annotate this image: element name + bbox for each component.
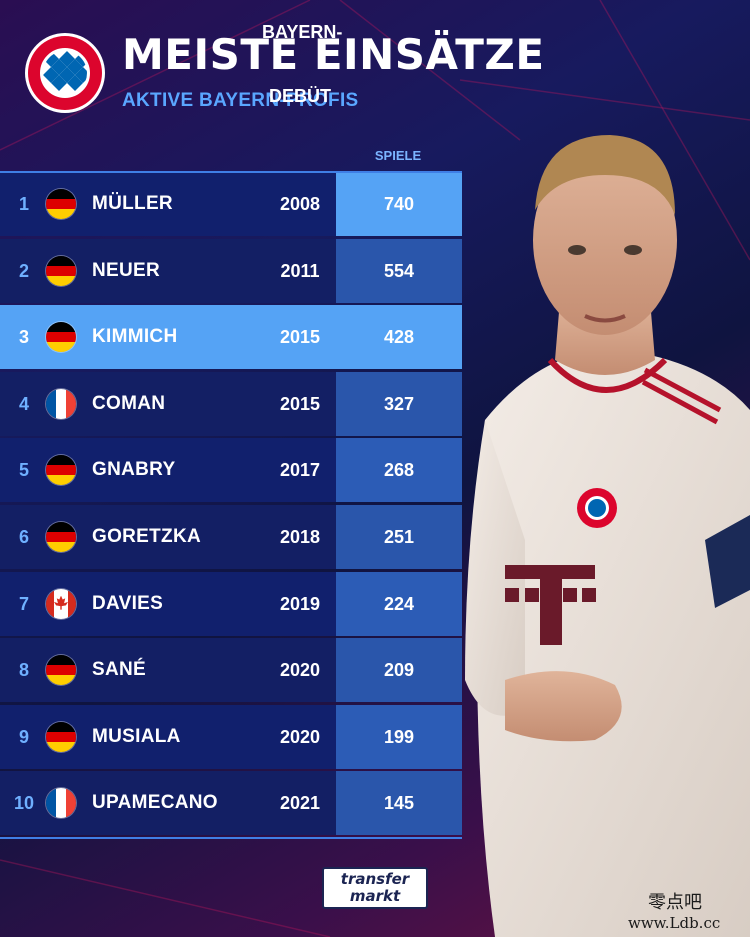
player-photo: [465, 135, 750, 937]
rank-number: 6: [18, 527, 29, 547]
debut-year: 2020: [279, 726, 321, 747]
page-title: MEISTE EINSÄTZE: [122, 30, 545, 79]
rank-number: 5: [18, 460, 29, 481]
rank-number: 4: [18, 393, 29, 414]
debut-year: 2017: [279, 460, 321, 481]
transfermarkt-logo: transfer markt: [322, 867, 428, 909]
france-flag-icon: [46, 788, 76, 819]
rank-number: 2: [18, 260, 29, 281]
column-header-spiele: SPIELE: [374, 148, 422, 163]
table-row: 2 NEUER 2011 554: [0, 238, 462, 303]
player-name: NEUER: [92, 259, 161, 281]
debut-year: 2011: [280, 260, 320, 281]
games-count: 327: [383, 393, 415, 414]
watermark-url: www.Ldb.cc: [628, 914, 721, 932]
debut-year: 2015: [279, 327, 321, 348]
player-name: MUSIALA: [92, 725, 181, 747]
debut-year: 2019: [279, 593, 321, 614]
transfermarkt-logo-line2: markt: [349, 887, 401, 905]
games-cell-background: [336, 771, 462, 836]
player-name: KIMMICH: [92, 326, 178, 348]
table-row: 7 DAVIES 2019 224: [0, 571, 462, 636]
germany-flag-icon: [46, 322, 76, 353]
germany-flag-icon: [46, 522, 76, 552]
rank-number: 3: [18, 327, 29, 348]
games-cell-background: [336, 505, 462, 569]
player-name: SANÉ: [92, 659, 146, 681]
player-name: UPAMECANO: [92, 792, 218, 814]
games-count: 209: [383, 660, 415, 681]
germany-flag-icon: [46, 455, 76, 486]
games-cell-background: [336, 305, 462, 370]
transfermarkt-logo-line1: transfer: [340, 870, 410, 888]
games-count: 554: [383, 260, 415, 281]
table-row: 4 COMAN 2015 327: [0, 371, 462, 436]
germany-flag-icon: [46, 255, 76, 286]
games-cell-background: [336, 438, 462, 503]
player-name: MÜLLER: [92, 193, 173, 214]
games-count: 224: [383, 593, 415, 614]
germany-flag-icon: [46, 721, 76, 752]
debut-year: 2015: [279, 393, 321, 414]
page-subtitle: AKTIVE BAYERN-PROFIS: [122, 90, 359, 111]
games-count: 740: [383, 194, 415, 214]
watermark-text: 零点吧: [648, 892, 702, 913]
table-top-line: [0, 171, 462, 173]
debut-year: 2020: [279, 660, 321, 681]
column-header-debut-label: BAYERN- DEBÜT: [262, 22, 343, 106]
player-name: GORETZKA: [92, 526, 202, 547]
rank-number: 10: [13, 793, 35, 814]
table-row: 6 GORETZKA 2018 251: [0, 505, 462, 569]
table-bottom-line: [0, 837, 462, 839]
games-cell-background: [336, 638, 462, 703]
games-cell-background: [336, 172, 462, 236]
debut-year: 2008: [279, 194, 321, 214]
fc-bayern-logo: [25, 33, 105, 113]
table-row: 9 MUSIALA 2020 199: [0, 704, 462, 769]
games-count: 145: [383, 793, 415, 814]
canada-flag-icon: [46, 588, 76, 619]
table-row: 5 GNABRY 2017 268: [0, 438, 462, 503]
table-row: 3 KIMMICH 2015 428: [0, 305, 462, 370]
player-name: COMAN: [92, 392, 166, 414]
games-count: 428: [383, 327, 415, 348]
games-cell-background: [336, 571, 462, 636]
games-count: 251: [383, 527, 415, 547]
games-cell-background: [336, 238, 462, 303]
rank-number: 8: [18, 660, 29, 681]
games-cell-background: [336, 371, 462, 436]
debut-year: 2018: [279, 527, 321, 547]
germany-flag-icon: [46, 655, 76, 686]
player-name: DAVIES: [92, 592, 164, 614]
player-name: GNABRY: [92, 459, 176, 481]
table-row: 8 SANÉ 2020 209: [0, 638, 462, 703]
table-row: 1 MÜLLER 2008 740: [0, 172, 462, 236]
table-row: 10 UPAMECANO 2021 145: [0, 771, 462, 836]
rank-number: 7: [18, 593, 29, 614]
maple-leaf-icon: [54, 595, 68, 610]
games-count: 268: [383, 460, 415, 481]
games-count: 199: [383, 726, 415, 747]
games-cell-background: [336, 704, 462, 769]
germany-flag-icon: [46, 189, 76, 219]
debut-year: 2021: [279, 793, 321, 814]
column-header-debut: BAYERN- DEBÜT: [262, 0, 342, 106]
france-flag-icon: [46, 388, 76, 419]
rank-number: 9: [18, 726, 29, 747]
rank-number: 1: [18, 194, 29, 214]
